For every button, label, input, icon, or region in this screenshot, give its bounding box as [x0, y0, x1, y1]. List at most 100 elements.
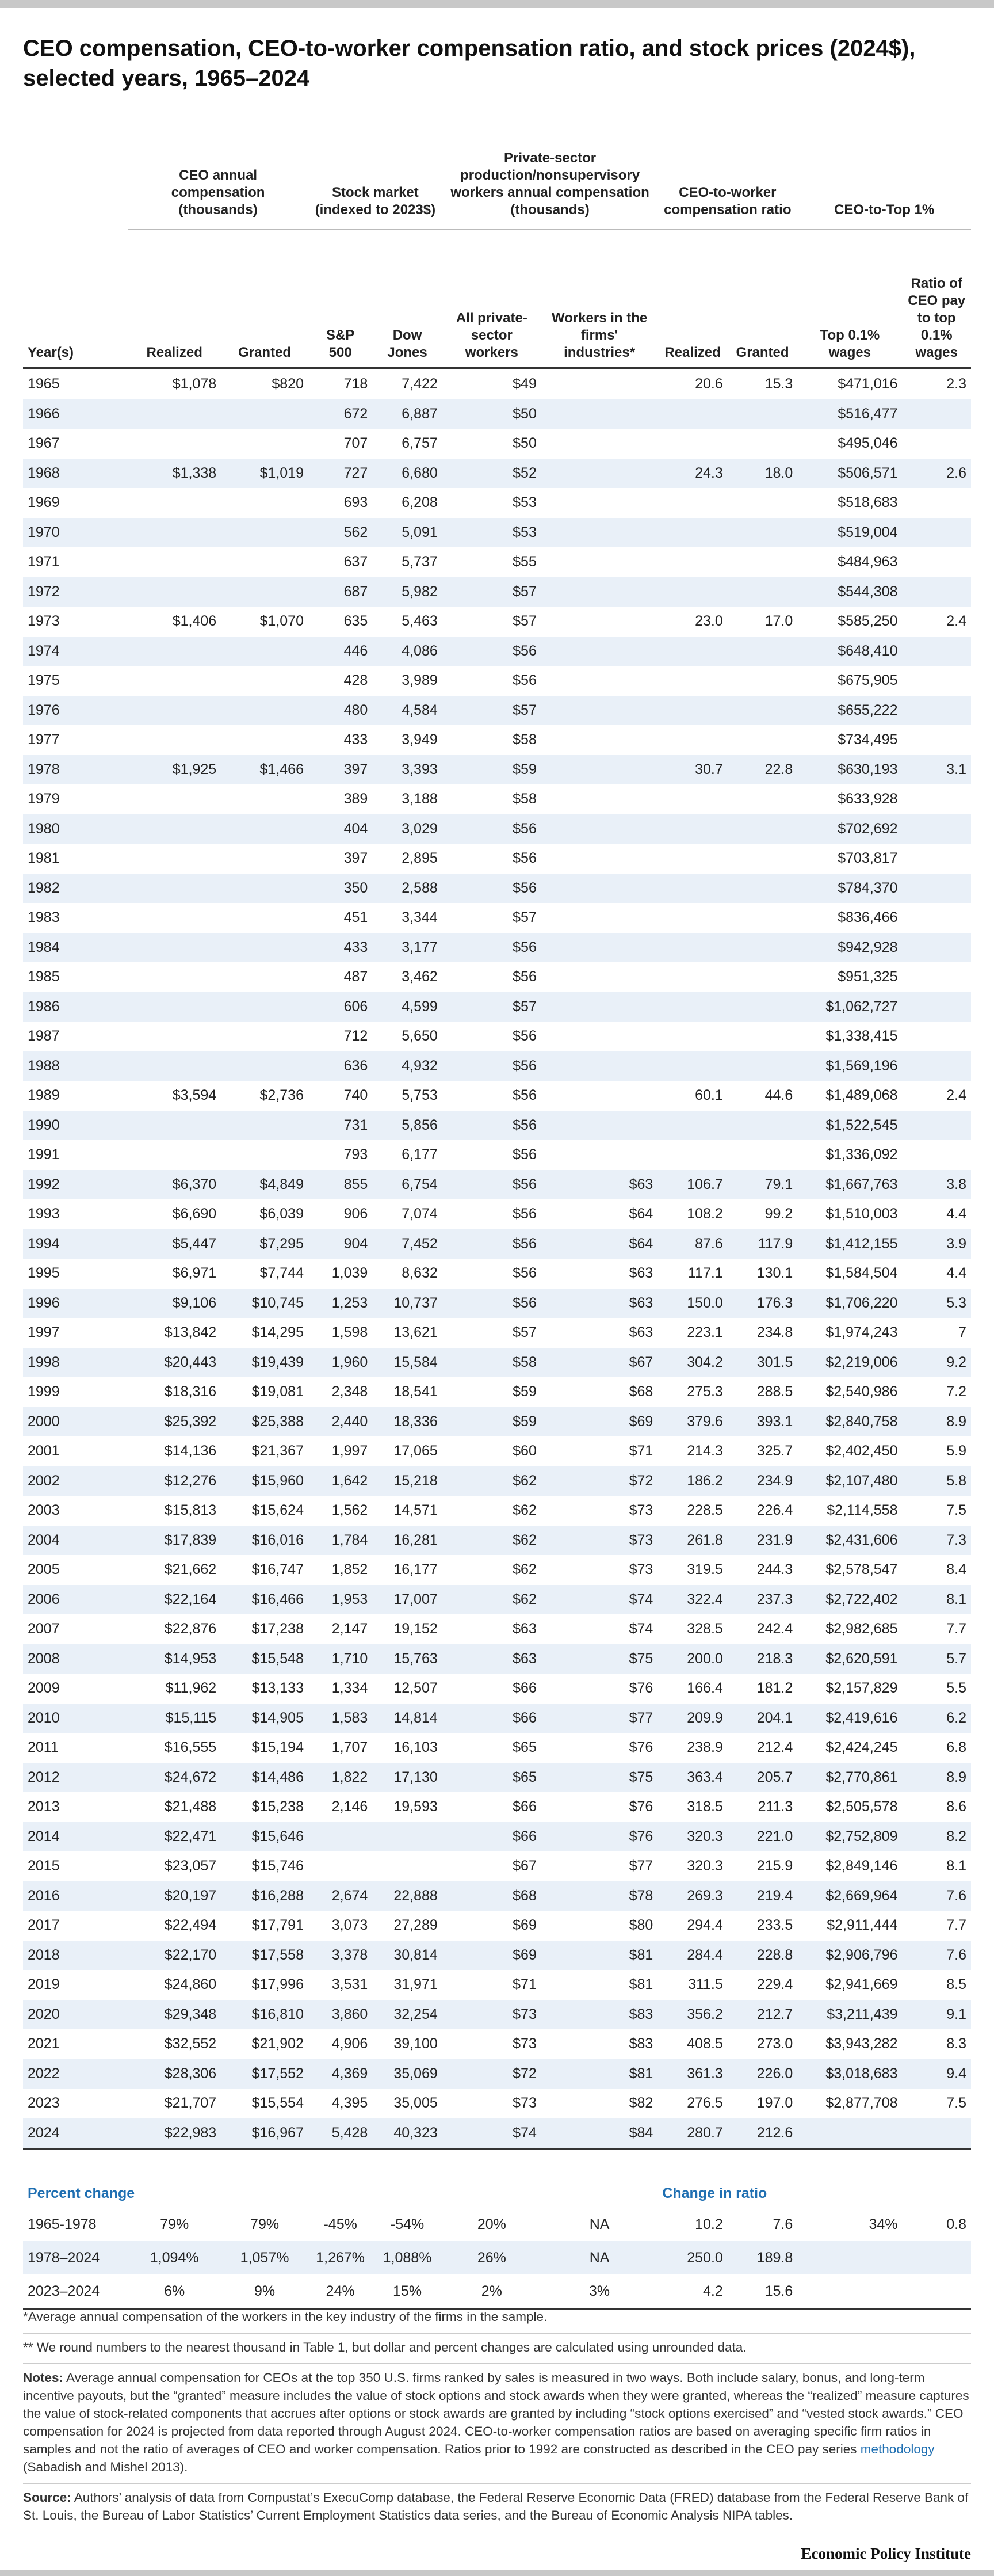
- change-cell: 79%: [160, 2216, 189, 2232]
- footnote: *Average annual compensation of the work…: [23, 2310, 548, 2324]
- value-cell: 4,906: [331, 2036, 368, 2052]
- year-cell: 2011: [28, 1739, 59, 1756]
- value-cell: [657, 992, 728, 1022]
- value-cell: 5,982: [372, 577, 442, 607]
- value-cell: [128, 1022, 221, 1051]
- value-cell: $15,115: [128, 1703, 221, 1733]
- value-cell: [728, 844, 797, 874]
- value-cell: 221.0: [727, 1822, 798, 1851]
- value-cell: [657, 666, 727, 696]
- data-row: 1983 451 3,344 $57 $836,466: [23, 903, 971, 933]
- value-cell: 5,091: [372, 517, 442, 547]
- year-cell: 2024: [23, 2118, 128, 2150]
- value-cell: $68: [442, 1881, 541, 1911]
- value-cell: $13,842: [164, 1324, 217, 1341]
- value-cell: [541, 695, 658, 725]
- data-row: 1966 672 6,887 $50 $516,477: [23, 399, 971, 429]
- value-cell: 108.2: [687, 1206, 723, 1222]
- year-cell: 1985: [28, 969, 60, 985]
- value-cell: $81: [541, 2059, 658, 2089]
- value-cell: $6,039: [259, 1206, 304, 1222]
- value-cell: $16,016: [221, 1525, 308, 1555]
- data-row: 2011 $16,555 $15,194 1,707 16,103 $65 $76 238.9…: [23, 1733, 971, 1763]
- value-cell: $519,004: [797, 517, 903, 547]
- value-cell: 361.3: [657, 2059, 728, 2089]
- value-cell: $2,911,444: [827, 1917, 898, 1934]
- value-cell: $1,522,545: [797, 1110, 903, 1140]
- value-cell: $60: [513, 1443, 537, 1460]
- value-cell: $56: [442, 1110, 541, 1140]
- value-cell: $17,839: [128, 1525, 221, 1555]
- data-row: 1978 $1,925 $1,466 397 3,393 $59 30.7 22.8 $630,…: [23, 754, 971, 784]
- value-cell: [727, 1051, 798, 1081]
- value-cell: 2.6: [902, 458, 971, 488]
- value-cell: $69: [513, 1917, 537, 1934]
- value-cell: 204.1: [727, 1703, 798, 1733]
- value-cell: [728, 784, 797, 814]
- source-text: Authors’ analysis of data from Compustat…: [23, 2490, 969, 2522]
- value-cell: 7.7: [946, 1621, 966, 1637]
- value-cell: $19,081: [251, 1384, 304, 1400]
- value-cell: [221, 666, 308, 696]
- value-cell: 637: [343, 554, 368, 570]
- notes-text: Average annual compensation for CEOs at …: [23, 2371, 969, 2456]
- data-row: 1979 389 3,188 $58 $633,928: [23, 784, 971, 814]
- change-cell: 10.2: [695, 2216, 723, 2232]
- value-cell: $1,569,196: [797, 1051, 903, 1081]
- value-cell: 1,583: [308, 1703, 373, 1733]
- value-cell: 87.6: [657, 1229, 728, 1259]
- methodology-link[interactable]: methodology: [860, 2442, 935, 2456]
- value-cell: 8.6: [946, 1798, 966, 1815]
- year-cell: 2018: [23, 1940, 128, 1970]
- value-cell: 18,336: [372, 1407, 442, 1436]
- value-cell: $2,877,708: [825, 2095, 898, 2112]
- notes-text: (Sabadish and Mishel 2013).: [23, 2460, 188, 2474]
- change-cell: 79%: [250, 2216, 280, 2232]
- change-cell: 15.6: [727, 2274, 798, 2310]
- value-cell: $1,466: [221, 754, 308, 784]
- value-cell: $21,367: [251, 1443, 304, 1460]
- year-cell: 1998: [23, 1347, 128, 1377]
- value-cell: $77: [629, 1858, 653, 1874]
- value-cell: $1,412,155: [797, 1229, 903, 1259]
- value-cell: [128, 1140, 221, 1170]
- year-cell: 2019: [28, 1976, 60, 1993]
- data-row: 1973 $1,406 $1,070 635 5,463 $57 23.0 17.0 $585,…: [23, 607, 971, 637]
- column-header: Ratio of CEO pay to top 0.1% wages: [902, 230, 971, 369]
- value-cell: 79.1: [727, 1169, 798, 1199]
- value-cell: $59: [442, 754, 541, 784]
- value-cell: 6,757: [402, 435, 438, 452]
- data-row: 2014 $22,471 $15,646 $66 $76 320.3 221.0 $2,752…: [23, 1822, 971, 1851]
- value-cell: $2,840,758: [797, 1407, 903, 1436]
- data-row: 2018 $22,170 $17,558 3,378 30,814 $69 $81 284.4…: [23, 1940, 971, 1970]
- column-header: Realized: [128, 230, 221, 369]
- value-cell: 320.3: [657, 1822, 728, 1851]
- value-cell: 1,642: [308, 1466, 373, 1496]
- value-cell: 906: [343, 1206, 368, 1222]
- value-cell: 219.4: [727, 1881, 798, 1911]
- value-cell: $52: [442, 458, 541, 488]
- data-row: 1986 606 4,599 $57 $1,062,727: [23, 992, 971, 1022]
- value-cell: $69: [541, 1407, 658, 1436]
- year-cell: 1982: [23, 873, 128, 903]
- value-cell: [657, 844, 727, 874]
- value-cell: [541, 754, 658, 784]
- value-cell: $2,669,964: [797, 1881, 903, 1911]
- group-header: CEO annual compensation (thousands): [128, 118, 308, 230]
- data-row: 2022 $28,306 $17,552 4,369 35,069 $72 $81 361.3…: [23, 2059, 971, 2089]
- value-cell: 212.6: [727, 2118, 798, 2150]
- source-label: Source:: [23, 2490, 71, 2505]
- value-cell: [541, 903, 657, 933]
- value-cell: $56: [442, 814, 541, 844]
- year-cell: 1965: [28, 376, 60, 393]
- year-cell: 2016: [23, 1881, 128, 1911]
- value-cell: [657, 429, 727, 459]
- change-cell: 1,088%: [372, 2241, 442, 2274]
- value-cell: [128, 399, 221, 429]
- year-cell: 1994: [23, 1229, 128, 1259]
- value-cell: 446: [308, 636, 373, 666]
- data-row: 2019 $24,860 $17,996 3,531 31,971 $71 $81 311.5…: [23, 1970, 971, 2000]
- value-cell: $62: [513, 1561, 537, 1578]
- value-cell: 1,960: [308, 1347, 373, 1377]
- value-cell: 233.5: [756, 1917, 793, 1934]
